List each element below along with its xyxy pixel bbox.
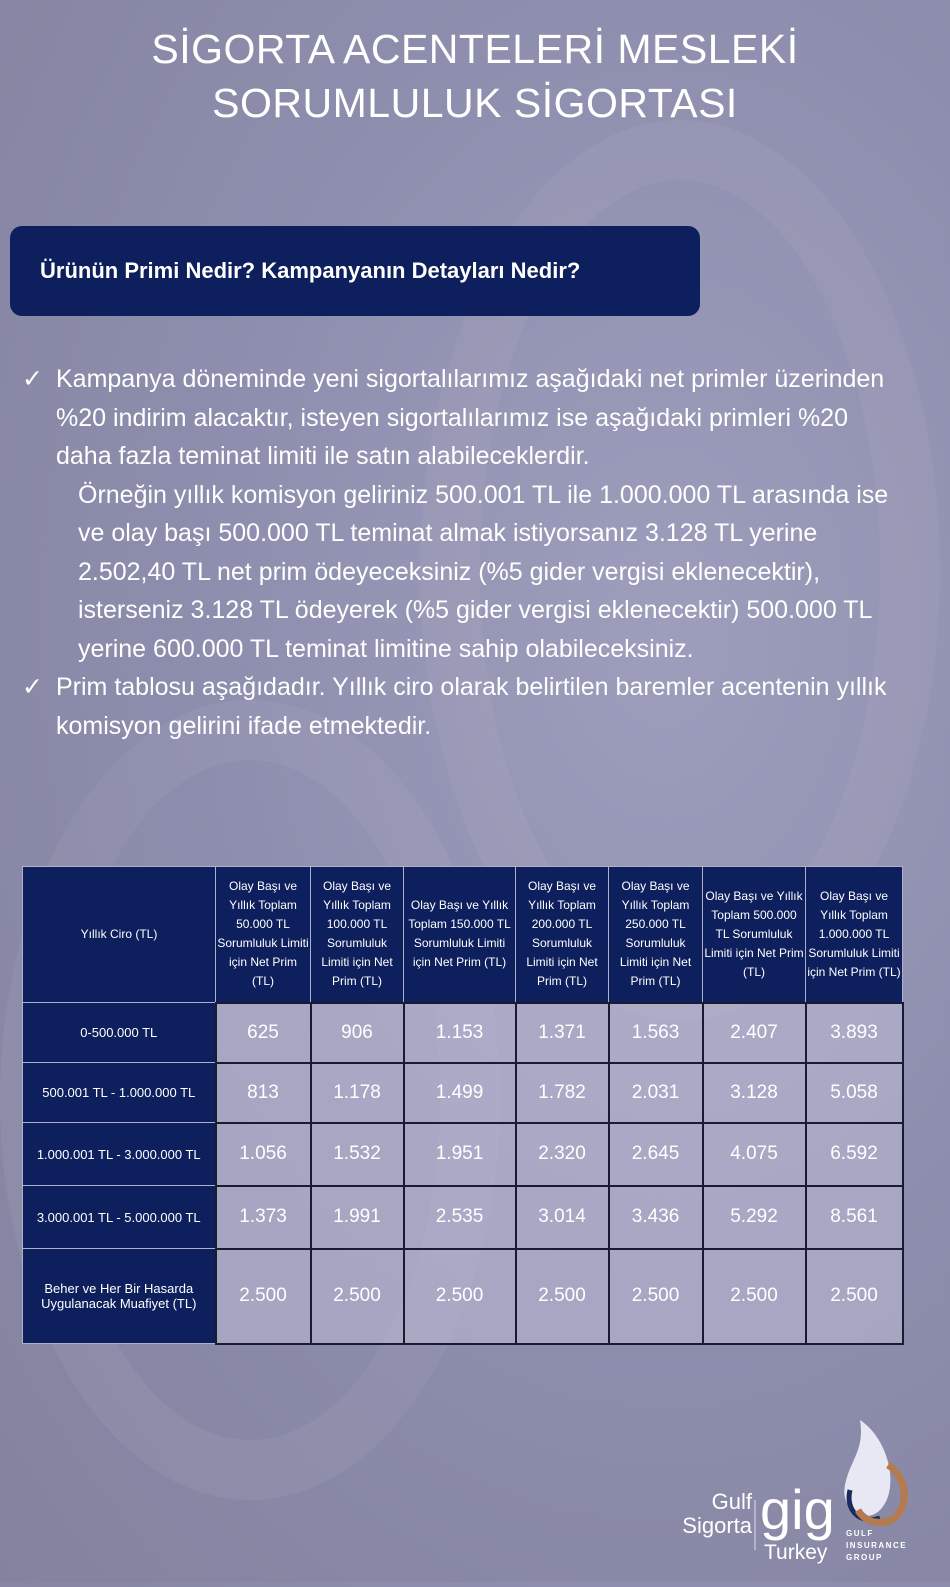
column-header: Olay Başı ve Yıllık Toplam 100.000 TL So…: [310, 866, 404, 1003]
premium-cell: 2.320: [514, 1121, 610, 1187]
premium-cell: 2.500: [607, 1247, 704, 1345]
table-row: 0-500.000 TL 625 906 1.153 1.371 1.563 2.407 3.…: [22, 1001, 904, 1064]
column-header: Olay Başı ve Yıllık Toplam 1.000.000 TL …: [805, 866, 903, 1003]
premium-cell: 1.056: [214, 1121, 312, 1187]
check-icon: ✓: [22, 673, 43, 701]
premium-cell: 2.500: [214, 1247, 312, 1345]
premium-cell: 3.014: [514, 1184, 610, 1250]
gulf-sigorta-logo: Gulf Sigorta gig GULF INSURANCE GROUP Tu…: [650, 1400, 950, 1582]
premium-cell: 6.592: [804, 1121, 904, 1187]
corner-header: Yıllık Ciro (TL): [22, 866, 216, 1003]
bullet-list: ✓ Kampanya döneminde yeni sigortalılarım…: [22, 360, 902, 745]
premium-cell: 1.371: [514, 1001, 610, 1064]
row-header: 3.000.001 TL - 5.000.000 TL: [22, 1185, 216, 1249]
premium-cell: 8.561: [804, 1184, 904, 1250]
premium-table: Yıllık Ciro (TL) Olay Başı ve Yıllık Top…: [22, 866, 904, 1345]
premium-cell: 625: [214, 1001, 312, 1064]
premium-cell: 1.991: [309, 1184, 405, 1250]
table-row: 1.000.001 TL - 3.000.000 TL 1.056 1.532 1.9…: [22, 1121, 904, 1187]
row-header: 1.000.001 TL - 3.000.000 TL: [22, 1122, 216, 1186]
column-header: Olay Başı ve Yıllık Toplam 500.000 TL So…: [702, 866, 806, 1003]
premium-cell: 2.535: [402, 1184, 517, 1250]
premium-cell: 2.031: [607, 1061, 704, 1124]
column-header: Olay Başı ve Yıllık Toplam 200.000 TL So…: [515, 866, 609, 1003]
row-header: 500.001 TL - 1.000.000 TL: [22, 1062, 216, 1123]
example-text: Örneğin yıllık komisyon geliriniz 500.00…: [78, 480, 889, 663]
table-row: Beher ve Her Bir Hasarda Uygulanacak Mua…: [22, 1247, 904, 1345]
column-header: Olay Başı ve Yıllık Toplam 50.000 TL Sor…: [215, 866, 311, 1003]
premium-cell: 1.373: [214, 1184, 312, 1250]
table-row: 500.001 TL - 1.000.000 TL 813 1.178 1.499 1.…: [22, 1061, 904, 1124]
bullet-item: ✓ Kampanya döneminde yeni sigortalılarım…: [22, 360, 902, 476]
premium-cell: 5.058: [804, 1061, 904, 1124]
premium-cell: 906: [309, 1001, 405, 1064]
premium-cell: 2.500: [402, 1247, 517, 1345]
bullet-item: ✓ Prim tablosu aşağıdadır. Yıllık ciro o…: [22, 668, 902, 745]
row-header: Beher ve Her Bir Hasarda Uygulanacak Mua…: [22, 1248, 216, 1344]
column-header: Olay Başı ve Yıllık Toplam 250.000 TL So…: [608, 866, 703, 1003]
column-header: Olay Başı ve Yıllık Toplam 150.000 TL So…: [403, 866, 516, 1003]
premium-cell: 3.436: [607, 1184, 704, 1250]
premium-cell: 4.075: [701, 1121, 807, 1187]
premium-cell: 1.951: [402, 1121, 517, 1187]
premium-cell: 2.407: [701, 1001, 807, 1064]
premium-cell: 813: [214, 1061, 312, 1124]
premium-cell: 2.645: [607, 1121, 704, 1187]
section-banner: Ürünün Primi Nedir? Kampanyanın Detaylar…: [10, 226, 700, 316]
premium-cell: 2.500: [701, 1247, 807, 1345]
premium-cell: 1.499: [402, 1061, 517, 1124]
premium-cell: 1.563: [607, 1001, 704, 1064]
premium-cell: 2.500: [514, 1247, 610, 1345]
premium-cell: 3.893: [804, 1001, 904, 1064]
premium-cell: 2.500: [309, 1247, 405, 1345]
check-icon: ✓: [22, 365, 43, 393]
premium-cell: 3.128: [701, 1061, 807, 1124]
row-header: 0-500.000 TL: [22, 1002, 216, 1063]
page-title: SİGORTA ACENTELERİ MESLEKİ SORUMLULUK Sİ…: [151, 26, 799, 126]
premium-cell: 5.292: [701, 1184, 807, 1250]
premium-cell: 1.532: [309, 1121, 405, 1187]
premium-cell: 2.500: [804, 1247, 904, 1345]
table-row: 3.000.001 TL - 5.000.000 TL 1.373 1.991 2.5…: [22, 1184, 904, 1250]
gig-drop-icon: [754, 1420, 908, 1550]
premium-cell: 1.782: [514, 1061, 610, 1124]
premium-cell: 1.153: [402, 1001, 517, 1064]
premium-cell: 1.178: [309, 1061, 405, 1124]
